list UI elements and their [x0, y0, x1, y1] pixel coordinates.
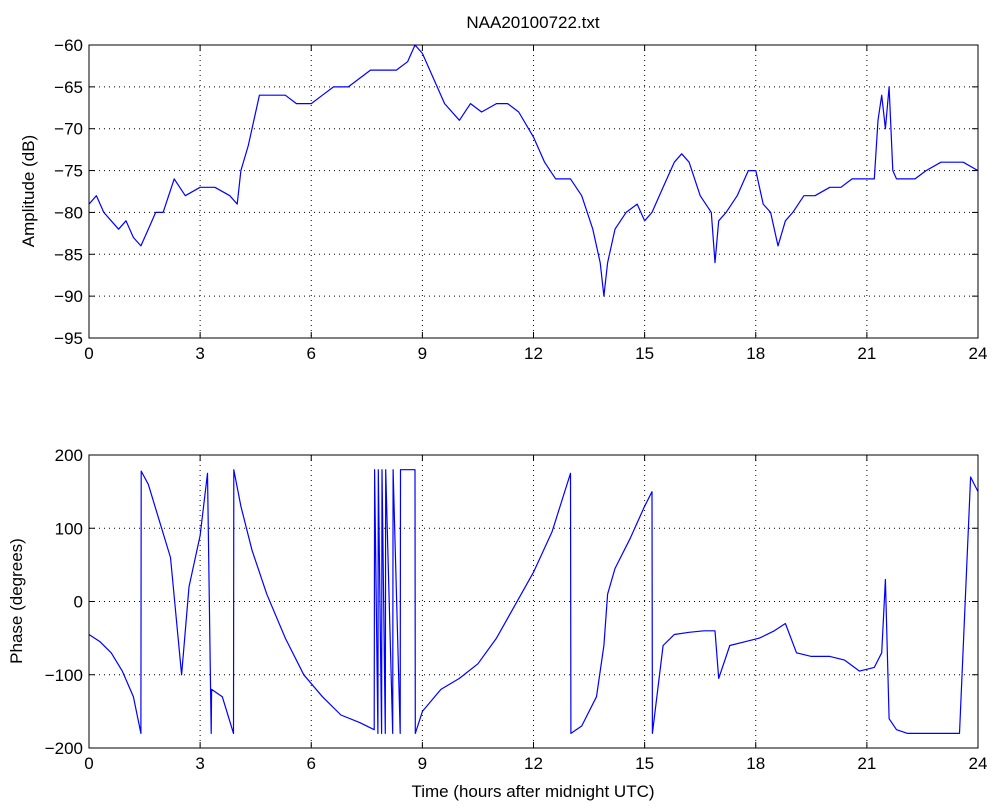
amplitude-x-tick-label: 21	[857, 344, 876, 363]
amplitude-ticks: 0 3 6 9 12 15 18 21 24 −95 −90 −85 −80 −75 −70 −65 −60	[54, 36, 987, 363]
amplitude-plot-area	[89, 45, 978, 338]
phase-y-tick-label: 0	[74, 593, 83, 612]
phase-x-axis-label: Time (hours after midnight UTC)	[411, 782, 654, 801]
amplitude-x-tick-label: 0	[84, 344, 93, 363]
phase-x-tick-label: 24	[969, 754, 988, 773]
amplitude-series-line	[88, 44, 979, 297]
amplitude-x-tick-label: 12	[524, 344, 543, 363]
phase-x-tick-label: 9	[418, 754, 427, 773]
phase-y-tick-label: −200	[45, 739, 83, 758]
phase-x-tick-label: 21	[857, 754, 876, 773]
amplitude-axes-box	[88, 44, 979, 339]
amplitude-y-tick-label: −95	[54, 329, 83, 348]
amplitude-plot: 0 3 6 9 12 15 18 21 24 −95 −90 −85 −80 −75 −70 −65 −60 A…	[19, 36, 987, 363]
amplitude-y-tick-label: −75	[54, 162, 83, 181]
phase-x-tick-label: 0	[84, 754, 93, 773]
phase-x-tick-label: 15	[635, 754, 654, 773]
amplitude-y-tick-label: −60	[54, 36, 83, 55]
phase-y-tick-label: 200	[55, 446, 83, 465]
phase-y-tick-label: 100	[55, 519, 83, 538]
amplitude-y-tick-label: −65	[54, 78, 83, 97]
phase-series-line	[88, 469, 979, 734]
amplitude-y-tick-label: −85	[54, 245, 83, 264]
phase-series	[88, 469, 979, 734]
phase-x-tick-label: 3	[195, 754, 204, 773]
amplitude-x-tick-label: 24	[969, 344, 988, 363]
amplitude-grid	[89, 45, 978, 338]
phase-plot: 0 3 6 9 12 15 18 21 24 −200 −100 0 100 200 Phase (deg…	[7, 446, 987, 801]
phase-x-tick-label: 18	[746, 754, 765, 773]
amplitude-series	[88, 44, 979, 297]
phase-ticks: 0 3 6 9 12 15 18 21 24 −200 −100 0 100 200	[45, 446, 988, 773]
phase-x-tick-label: 6	[307, 754, 316, 773]
phase-x-tick-label: 12	[524, 754, 543, 773]
amplitude-y-axis-label: Amplitude (dB)	[19, 135, 38, 247]
amplitude-x-tick-label: 18	[746, 344, 765, 363]
phase-axes-box	[88, 454, 979, 749]
phase-y-axis-label: Phase (degrees)	[7, 538, 26, 664]
phase-y-tick-label: −100	[45, 666, 83, 685]
amplitude-y-tick-label: −80	[54, 203, 83, 222]
amplitude-y-tick-label: −90	[54, 287, 83, 306]
amplitude-x-tick-label: 15	[635, 344, 654, 363]
figure-title: NAA20100722.txt	[466, 13, 600, 32]
phase-grid	[89, 455, 978, 748]
amplitude-y-tick-label: −70	[54, 120, 83, 139]
amplitude-x-tick-label: 9	[418, 344, 427, 363]
amplitude-x-tick-label: 3	[195, 344, 204, 363]
amplitude-x-tick-label: 6	[307, 344, 316, 363]
